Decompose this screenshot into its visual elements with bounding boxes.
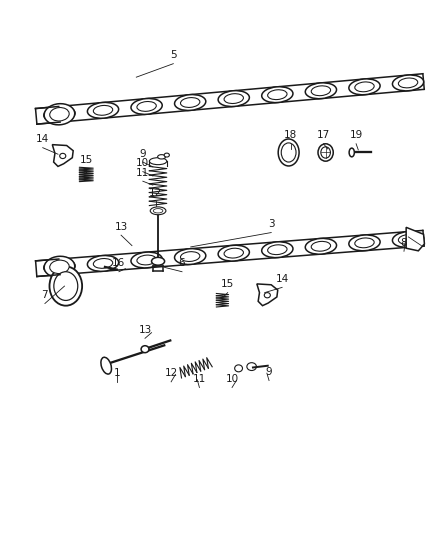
Ellipse shape xyxy=(268,90,287,100)
Ellipse shape xyxy=(44,259,75,274)
Ellipse shape xyxy=(281,143,296,162)
Text: 18: 18 xyxy=(284,130,297,140)
Ellipse shape xyxy=(305,83,336,99)
Text: 17: 17 xyxy=(317,130,330,140)
Ellipse shape xyxy=(175,94,206,110)
Text: 9: 9 xyxy=(266,367,272,377)
Text: 3: 3 xyxy=(268,219,275,229)
Ellipse shape xyxy=(131,252,162,268)
Ellipse shape xyxy=(44,106,75,122)
Ellipse shape xyxy=(262,87,293,102)
Text: 16: 16 xyxy=(112,259,126,268)
Polygon shape xyxy=(406,228,424,251)
Ellipse shape xyxy=(349,235,380,251)
Ellipse shape xyxy=(224,248,244,258)
Ellipse shape xyxy=(247,362,256,370)
Ellipse shape xyxy=(137,255,156,265)
Ellipse shape xyxy=(311,241,331,251)
Ellipse shape xyxy=(50,262,69,272)
Text: 5: 5 xyxy=(170,50,177,60)
Text: 12: 12 xyxy=(149,188,162,198)
Ellipse shape xyxy=(141,346,149,353)
Ellipse shape xyxy=(131,99,162,115)
Ellipse shape xyxy=(349,148,354,157)
Ellipse shape xyxy=(54,272,78,301)
Text: 1: 1 xyxy=(113,368,120,378)
Ellipse shape xyxy=(311,86,331,95)
Ellipse shape xyxy=(355,238,374,248)
Ellipse shape xyxy=(150,207,166,215)
Ellipse shape xyxy=(153,208,163,213)
Ellipse shape xyxy=(137,101,156,111)
Ellipse shape xyxy=(305,238,336,254)
Text: 11: 11 xyxy=(193,374,206,384)
Ellipse shape xyxy=(355,82,374,92)
Text: 15: 15 xyxy=(221,279,234,289)
Text: 9: 9 xyxy=(140,149,146,158)
Ellipse shape xyxy=(175,249,206,264)
Ellipse shape xyxy=(149,158,167,165)
Text: 14: 14 xyxy=(36,134,49,144)
Ellipse shape xyxy=(88,255,119,271)
Text: 13: 13 xyxy=(138,325,152,335)
Ellipse shape xyxy=(224,94,244,103)
Ellipse shape xyxy=(49,266,82,305)
Ellipse shape xyxy=(152,257,165,265)
Text: 14: 14 xyxy=(276,274,289,284)
Ellipse shape xyxy=(321,147,330,158)
Ellipse shape xyxy=(158,155,166,159)
Ellipse shape xyxy=(101,357,112,374)
Text: 13: 13 xyxy=(114,222,128,232)
Text: 19: 19 xyxy=(350,130,363,140)
Text: 6: 6 xyxy=(179,259,185,268)
Ellipse shape xyxy=(50,109,69,119)
Ellipse shape xyxy=(50,260,69,273)
Ellipse shape xyxy=(218,245,249,261)
Text: 7: 7 xyxy=(42,290,48,300)
Text: 10: 10 xyxy=(136,158,149,168)
Ellipse shape xyxy=(318,144,333,161)
Ellipse shape xyxy=(88,102,119,118)
Text: 10: 10 xyxy=(226,374,239,384)
Ellipse shape xyxy=(392,75,424,91)
Ellipse shape xyxy=(261,242,293,257)
Ellipse shape xyxy=(44,256,75,277)
Ellipse shape xyxy=(93,106,113,115)
Ellipse shape xyxy=(349,79,380,95)
Text: 8: 8 xyxy=(401,238,407,248)
Text: 12: 12 xyxy=(165,368,178,378)
Ellipse shape xyxy=(278,139,299,166)
Text: 11: 11 xyxy=(136,168,149,177)
Ellipse shape xyxy=(50,108,69,121)
Ellipse shape xyxy=(235,365,243,372)
Ellipse shape xyxy=(399,235,418,244)
Ellipse shape xyxy=(392,231,424,247)
Ellipse shape xyxy=(218,91,249,107)
Ellipse shape xyxy=(164,153,170,157)
Ellipse shape xyxy=(180,252,200,262)
Ellipse shape xyxy=(44,104,75,125)
Ellipse shape xyxy=(399,78,418,88)
Ellipse shape xyxy=(180,98,200,108)
Ellipse shape xyxy=(93,259,113,268)
Text: 15: 15 xyxy=(80,155,93,165)
Ellipse shape xyxy=(268,245,287,255)
